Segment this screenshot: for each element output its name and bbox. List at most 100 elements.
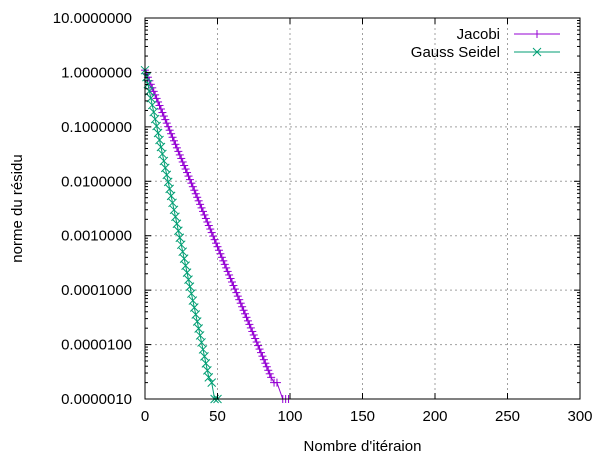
data-point [261, 359, 270, 368]
data-point [192, 317, 202, 326]
data-point [258, 352, 267, 361]
data-point [162, 119, 171, 128]
data-point [146, 93, 156, 103]
data-point [160, 163, 170, 173]
data-point [189, 303, 199, 312]
y-tick-label: 1.0000000 [61, 64, 132, 81]
data-point [172, 143, 181, 152]
x-tick-label: 300 [567, 408, 592, 425]
data-point [178, 157, 187, 166]
data-point [191, 310, 201, 319]
series-1 [141, 66, 293, 403]
data-point [187, 289, 196, 298]
data-point [233, 292, 242, 301]
x-tick-label: 50 [209, 408, 226, 425]
y-tick-label: 0.0001000 [61, 282, 132, 299]
data-point [200, 210, 209, 219]
data-point [230, 285, 239, 294]
data-point [142, 72, 151, 82]
data-point [171, 140, 180, 149]
data-point [181, 261, 190, 270]
data-point [182, 268, 192, 277]
legend-marker [532, 47, 542, 57]
y-axis-title: norme du résidu [9, 154, 26, 262]
legend-item: Gauss Seidel [411, 44, 560, 61]
data-point [158, 108, 167, 117]
data-point [236, 299, 245, 308]
x-tick-label: 150 [350, 408, 375, 425]
x-tick-label: 0 [141, 408, 149, 425]
data-point [165, 126, 174, 135]
data-point [207, 228, 216, 237]
y-tick-label: 0.0000100 [61, 337, 132, 354]
data-point [248, 327, 257, 336]
data-point [214, 246, 223, 255]
data-point [162, 170, 172, 180]
data-point [161, 115, 170, 124]
data-point [204, 221, 213, 230]
data-point [246, 323, 255, 332]
data-point [168, 133, 177, 142]
data-point [254, 341, 263, 350]
data-point [177, 154, 186, 163]
data-point [164, 122, 173, 131]
y-tick-label: 10.0000000 [53, 10, 132, 27]
data-point [165, 184, 175, 194]
data-point [175, 233, 185, 243]
data-point [267, 373, 276, 382]
data-point [206, 225, 215, 234]
data-point [187, 179, 196, 188]
data-point [152, 121, 161, 131]
tick-layer: 0 50 100 150 200 250 300 0.0000010 0.0000100 0.00… [53, 10, 593, 425]
data-point [219, 256, 228, 265]
data-point [197, 338, 206, 347]
data-point [201, 214, 210, 223]
legend-item: Jacobi [457, 26, 560, 43]
x-tick-label: 200 [422, 408, 447, 425]
data-point [183, 168, 192, 177]
data-point [249, 330, 258, 339]
data-point [259, 355, 268, 364]
data-point [229, 281, 238, 290]
series-2 [140, 65, 222, 404]
legend-label: Gauss Seidel [411, 44, 500, 61]
data-point [222, 263, 231, 272]
data-point [149, 87, 158, 96]
data-point [181, 165, 190, 174]
data-point [151, 90, 160, 99]
series-line [144, 70, 218, 400]
data-point [166, 191, 176, 201]
data-point [195, 331, 205, 340]
x-axis-title: Nombre d'itéraion [304, 438, 422, 455]
data-point [255, 345, 264, 354]
data-point [159, 156, 169, 166]
data-point [153, 128, 163, 138]
data-point [168, 198, 177, 208]
data-point [223, 267, 232, 276]
data-point [147, 100, 157, 110]
data-point [156, 142, 166, 152]
data-point [251, 334, 260, 343]
data-point [238, 302, 247, 311]
data-point [176, 240, 186, 250]
data-point [152, 94, 161, 103]
data-point [239, 306, 248, 315]
y-tick-label: 0.1000000 [61, 119, 132, 136]
data-point [198, 345, 208, 354]
data-point [210, 235, 219, 244]
data-point [225, 270, 234, 279]
data-point [175, 150, 184, 159]
data-point [156, 105, 165, 114]
data-point [185, 282, 195, 291]
series-layer [140, 65, 293, 404]
data-point [213, 242, 222, 251]
data-point [241, 309, 250, 318]
data-point [188, 182, 197, 191]
legend-marker [533, 30, 541, 38]
data-point [264, 366, 273, 375]
data-point [245, 320, 254, 329]
data-point [203, 217, 212, 226]
data-point [216, 249, 225, 258]
data-point [262, 362, 271, 371]
